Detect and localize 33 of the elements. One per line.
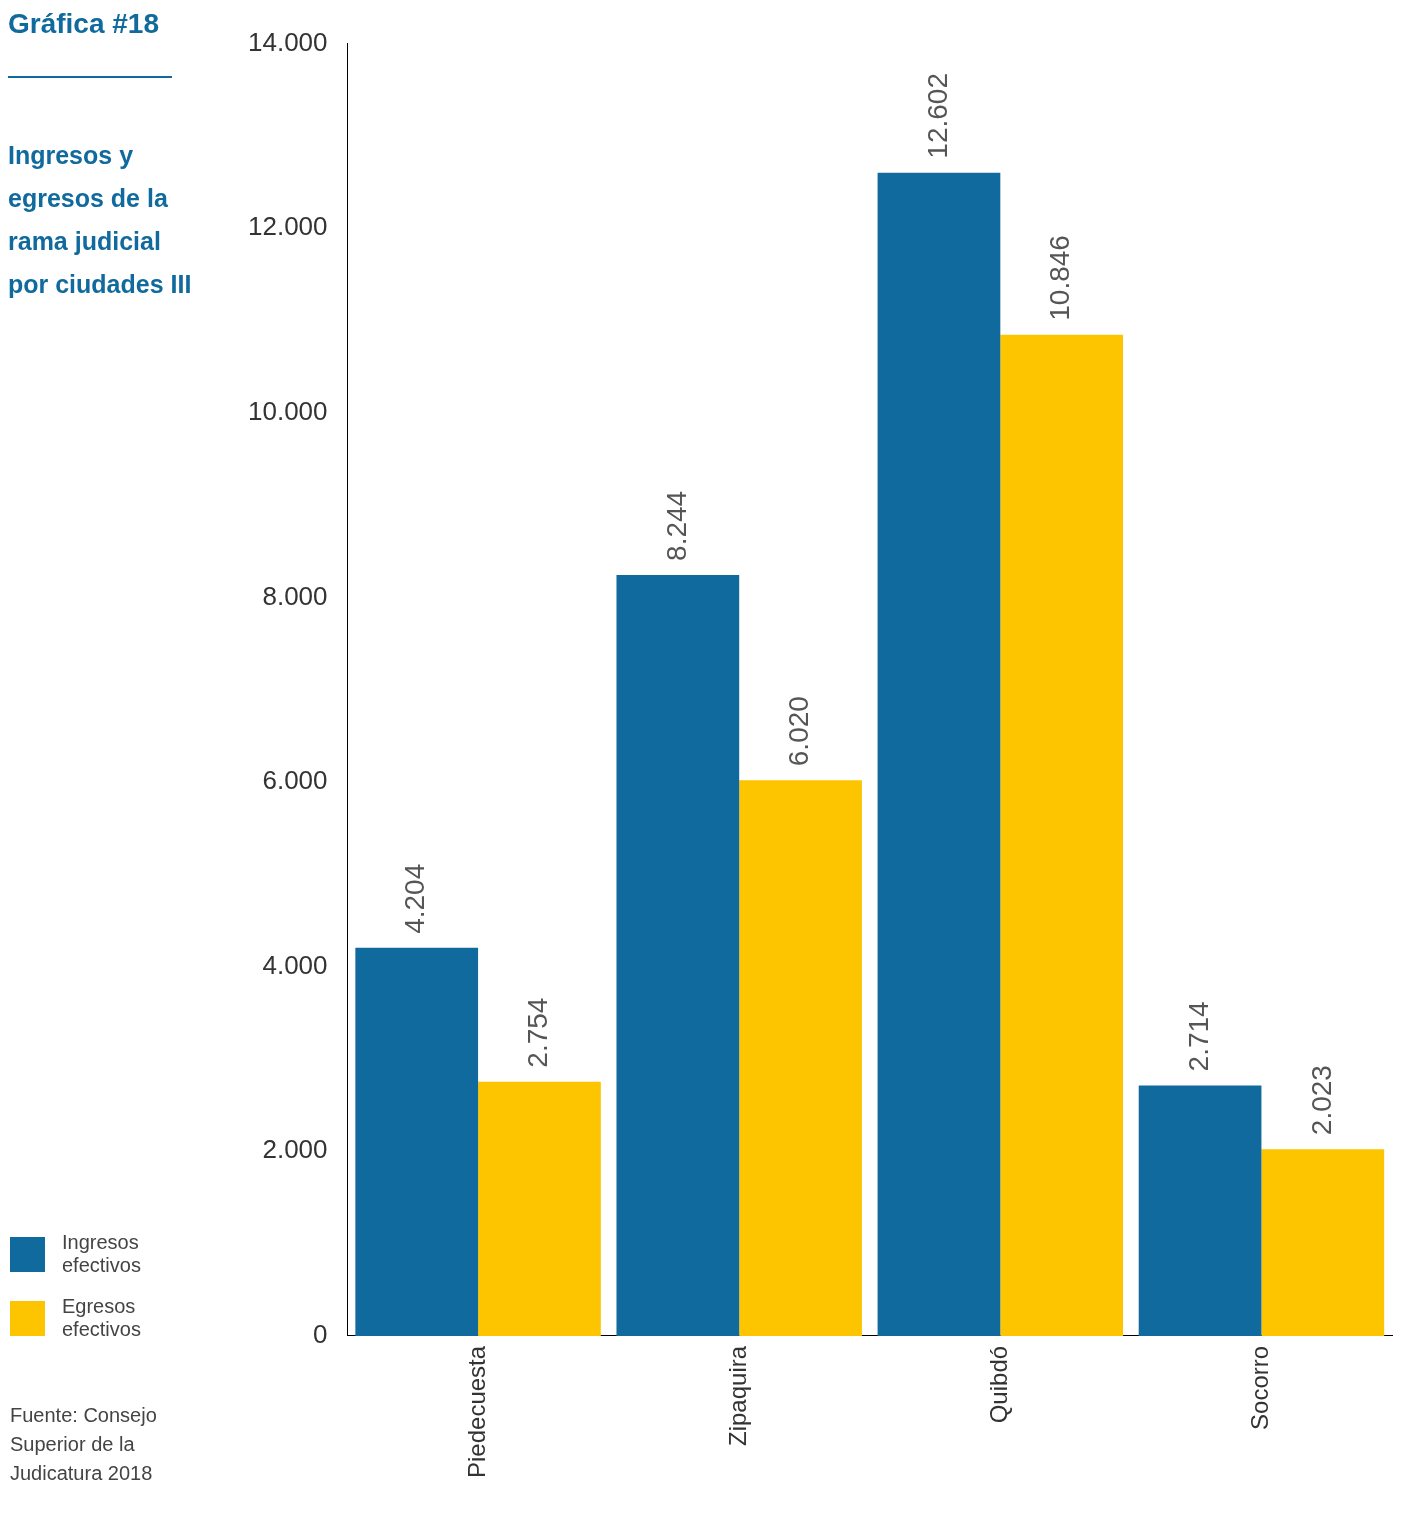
data-label: 2.754	[522, 997, 554, 1068]
y-tick-label: 4.000	[262, 949, 328, 980]
y-tick-label: 10.000	[247, 396, 328, 426]
data-label: 12.602	[921, 73, 953, 159]
bar	[739, 780, 862, 1336]
y-tick-label: 6.000	[262, 765, 328, 796]
data-label: 6.020	[783, 696, 815, 767]
y-tick-label: 0	[313, 1319, 328, 1350]
data-label: 2.714	[1182, 1001, 1214, 1072]
y-tick-label: 12.000	[247, 211, 328, 242]
data-label: 4.204	[399, 863, 431, 934]
text: Gráfica #18	[8, 8, 160, 40]
y-tick-label: 8.000	[262, 580, 328, 611]
legend-label: Egresos efectivos	[62, 1295, 142, 1341]
bar	[877, 172, 1001, 1336]
data-label: 2.023	[1305, 1065, 1337, 1136]
data-label: 8.244	[660, 490, 692, 561]
x-tick-label: Socorro	[1246, 1345, 1274, 1430]
x-tick-label: Quibdó	[984, 1345, 1012, 1424]
bar	[1000, 334, 1124, 1336]
bar	[1261, 1149, 1385, 1336]
x-tick-label: Zipaquira	[723, 1345, 751, 1446]
source-note: Fuente: Consejo Superior de la Judicatura 2018	[10, 1403, 158, 1486]
legend-label: Ingresos efectivos	[62, 1231, 142, 1277]
y-tick-label: 2.000	[262, 1134, 328, 1165]
bar	[1138, 1085, 1262, 1336]
data-label: 10.846	[1044, 235, 1076, 321]
bar	[478, 1081, 601, 1336]
text: Ingresos y egresos de la rama judicial por ciudades III	[8, 140, 193, 300]
bar	[355, 947, 479, 1336]
bar	[616, 574, 740, 1336]
y-tick-label: 14.000	[247, 26, 328, 57]
x-tick-label: Piedecuesta	[462, 1345, 490, 1478]
